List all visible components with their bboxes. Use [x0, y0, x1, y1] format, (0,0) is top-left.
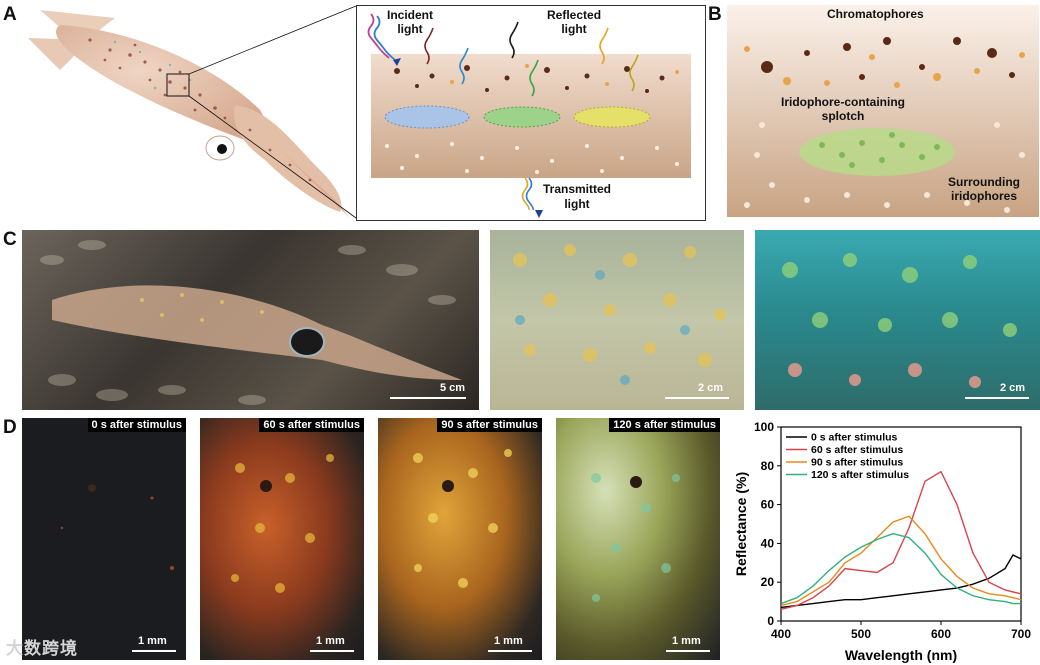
- scale-label-d1: 1 mm: [138, 635, 167, 647]
- scale-bar-d4: [666, 650, 710, 652]
- scale-bar-d1: [132, 650, 176, 652]
- series-line-0: [780, 554, 1022, 609]
- x-tick-label: 500: [851, 627, 871, 641]
- x-tick-label: 400: [771, 627, 791, 641]
- reflected-light-label: Reflected light: [547, 8, 602, 36]
- frame-120s-label: 120 s after stimulus: [609, 418, 720, 432]
- panel-b-label: B: [708, 4, 722, 25]
- chromatophores-label: Chromatophores: [827, 7, 924, 21]
- scale-bar-c1: [390, 397, 466, 399]
- chart-y-label: Reflectance (%): [733, 472, 749, 576]
- frame-120s: 120 s after stimulus 1 mm: [556, 418, 720, 660]
- panel-a-label: A: [3, 4, 17, 25]
- y-tick-label: 100: [754, 420, 774, 434]
- scale-bar-d2: [310, 650, 354, 652]
- light-interaction-diagram: Incident light Reflected light Transmitted…: [356, 5, 706, 221]
- frame-60s: 60 s after stimulus 1 mm: [200, 418, 364, 660]
- panel-d-label: D: [3, 417, 17, 438]
- scale-label-d2: 1 mm: [316, 635, 345, 647]
- frame-90s: 90 s after stimulus 1 mm: [378, 418, 542, 660]
- squid-illustration: [28, 5, 357, 219]
- reflectance-chart: 400 500 600 700 0 20 40 60 80 100 0 s after stim…: [733, 420, 1031, 663]
- y-tick-label: 0: [767, 614, 774, 628]
- scale-bar-c2: [665, 397, 729, 399]
- series-line-3: [780, 532, 1021, 605]
- legend-label-2: 90 s after stimulus: [811, 457, 903, 469]
- skin-photo-middle: 2 cm: [490, 230, 744, 410]
- panel-c-label: C: [3, 229, 17, 250]
- frame-90s-label: 90 s after stimulus: [437, 418, 542, 432]
- frame-0s: 0 s after stimulus 1 mm: [22, 418, 186, 660]
- scale-label-c1: 5 cm: [440, 382, 466, 394]
- squid-photo: 5 cm: [22, 230, 479, 410]
- y-tick-label: 60: [761, 498, 775, 512]
- scale-bar-c3: [965, 397, 1029, 399]
- scale-label-d4: 1 mm: [672, 635, 701, 647]
- scale-bar-d3: [488, 650, 532, 652]
- x-tick-label: 700: [1011, 627, 1031, 641]
- series-line-2: [780, 515, 1022, 607]
- transmitted-light-label: Transmitted light: [543, 182, 612, 211]
- scale-label-c3: 2 cm: [1000, 382, 1026, 394]
- frame-0s-label: 0 s after stimulus: [87, 418, 186, 432]
- y-tick-label: 20: [761, 575, 775, 589]
- legend-label-0: 0 s after stimulus: [811, 432, 898, 444]
- x-tick-label: 600: [931, 627, 951, 641]
- legend-label-3: 120 s after stimulus: [811, 469, 909, 481]
- splotch-label: Iridophore-containing splotch: [781, 95, 905, 123]
- legend-label-1: 60 s after stimulus: [811, 444, 903, 456]
- watermark-logo: 大数跨境: [6, 639, 78, 659]
- chart-x-label: Wavelength (nm): [845, 647, 957, 663]
- frame-60s-label: 60 s after stimulus: [259, 418, 364, 432]
- scale-label-d3: 1 mm: [494, 635, 523, 647]
- skin-photo-right: 2 cm: [755, 230, 1040, 410]
- incident-light-label: Incident light: [387, 8, 434, 36]
- y-tick-label: 80: [761, 459, 775, 473]
- surrounding-iridophores-label: Surrounding iridophores: [948, 175, 1020, 203]
- y-tick-label: 40: [761, 536, 775, 550]
- plot-area-frame: [780, 426, 1022, 622]
- scale-label-c2: 2 cm: [698, 382, 724, 394]
- series-line-1: [780, 470, 1022, 611]
- iridophore-diagram: Chromatophores Iridophore-containing splo…: [727, 5, 1039, 217]
